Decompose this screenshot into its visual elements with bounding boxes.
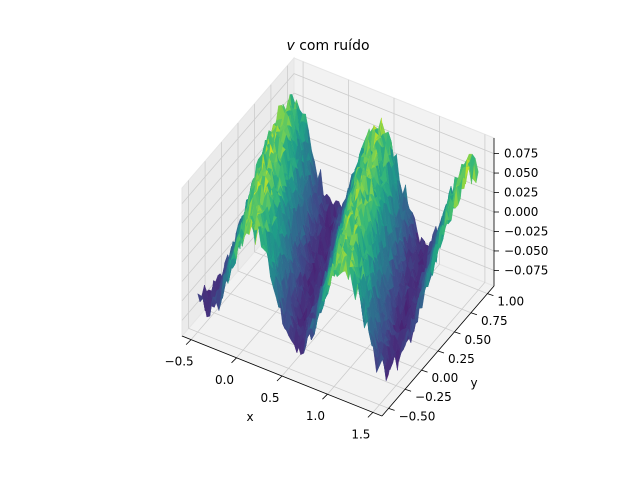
y-tick-mark (470, 312, 478, 316)
z-tick-label: −0.075 (504, 263, 548, 277)
y-tick-mark (437, 350, 445, 354)
x-tick-label: 1.5 (351, 427, 370, 441)
x-axis-label: x (246, 410, 253, 424)
x-tick-label: 0.0 (215, 373, 234, 387)
grid-line-x (372, 134, 486, 413)
y-tick-label: 0.25 (448, 352, 475, 366)
y-tick-mark (388, 407, 395, 411)
z-tick-label: 0.050 (504, 166, 538, 180)
x-tick-mark (276, 375, 283, 382)
x-tick-mark (322, 393, 328, 400)
grid-line-z (181, 73, 495, 204)
y-tick-mark (421, 369, 428, 373)
z-tick-label: 0.075 (504, 147, 538, 161)
x-tick-mark (367, 412, 374, 418)
axes-ticks: −0.5 0.0 0.5 1.0 1.5 −0.50 −0.25 0.00 0.25 0.50 0.… (165, 147, 549, 442)
surface-patch (376, 360, 383, 373)
z-tick-label: 0.000 (504, 205, 538, 219)
y-tick-label: 1.00 (497, 295, 524, 309)
z-tick-label: −0.050 (504, 244, 548, 258)
x-tick-mark (231, 357, 237, 364)
y-tick-label: −0.25 (415, 390, 452, 404)
chart-title-variable: v (286, 38, 295, 54)
y-tick-mark (404, 388, 412, 392)
chart-title: v com ruído (286, 38, 369, 54)
x-tick-label: 1.0 (306, 409, 325, 423)
z-tick-label: 0.025 (504, 186, 538, 200)
surface-mesh (197, 94, 479, 381)
x-tick-label: −0.5 (165, 355, 194, 369)
y-tick-label: 0.50 (464, 333, 491, 347)
grid-line-x (327, 116, 440, 395)
x-tick-mark (185, 339, 192, 345)
y-axis-label: y (470, 376, 477, 390)
grid-line-z (181, 92, 495, 224)
y-tick-label: −0.50 (399, 409, 436, 423)
y-tick-label: 0.75 (481, 314, 508, 328)
z-tick-label: −0.025 (504, 224, 548, 238)
y-tick-label: 0.00 (432, 371, 459, 385)
y-tick-mark (487, 293, 494, 297)
grid-line-y (188, 180, 389, 409)
y-tick-mark (454, 331, 461, 335)
chart-title-rest: com ruído (295, 38, 370, 54)
x-tick-label: 0.5 (260, 391, 279, 405)
